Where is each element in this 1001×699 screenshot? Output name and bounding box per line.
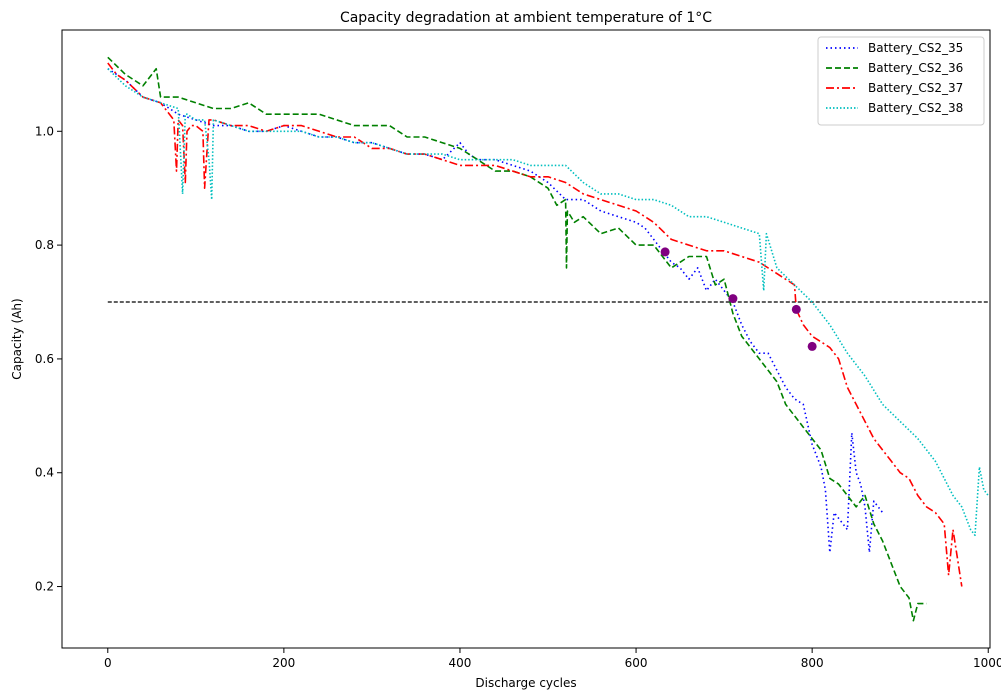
x-axis-ticks: 0 200 400 600 800 1000 (104, 648, 1001, 670)
y-tick-label: 0.8 (35, 238, 54, 252)
y-tick-label: 1.0 (35, 124, 54, 138)
plot-frame (61, 29, 991, 649)
chart-title: Capacity degradation at ambient temperat… (340, 10, 712, 26)
x-tick-label: 0 (104, 656, 112, 670)
y-axis-title: Capacity (Ah) (10, 298, 24, 379)
end-of-life-marker (728, 294, 738, 304)
series-line-battery-cs2-35 (107, 68, 884, 554)
x-tick-label: 600 (625, 656, 648, 670)
legend-box (817, 36, 985, 126)
x-axis-title: Discharge cycles (475, 676, 576, 690)
end-of-life-marker (807, 341, 817, 351)
legend-label: Battery_CS2_37 (868, 81, 963, 95)
end-of-life-marker (791, 304, 801, 314)
legend-label: Battery_CS2_38 (868, 101, 963, 115)
plot-area (107, 56, 989, 622)
legend-label: Battery_CS2_35 (868, 41, 963, 55)
x-tick-label: 800 (801, 656, 824, 670)
y-tick-label: 0.6 (35, 352, 54, 366)
y-tick-label: 0.4 (35, 466, 54, 480)
end-of-life-marker (660, 247, 670, 257)
series-line-battery-cs2-36 (107, 56, 927, 622)
series-line-battery-cs2-38 (107, 68, 989, 537)
series-line-battery-cs2-37 (107, 62, 963, 587)
x-tick-label: 1000 (973, 656, 1001, 670)
legend: Battery_CS2_35 Battery_CS2_36 Battery_CS2_… (817, 36, 985, 126)
y-axis-ticks: 0.2 0.4 0.6 0.8 1.0 (35, 124, 62, 594)
x-tick-label: 200 (272, 656, 295, 670)
x-tick-label: 400 (449, 656, 472, 670)
y-tick-label: 0.2 (35, 580, 54, 594)
legend-label: Battery_CS2_36 (868, 61, 963, 75)
